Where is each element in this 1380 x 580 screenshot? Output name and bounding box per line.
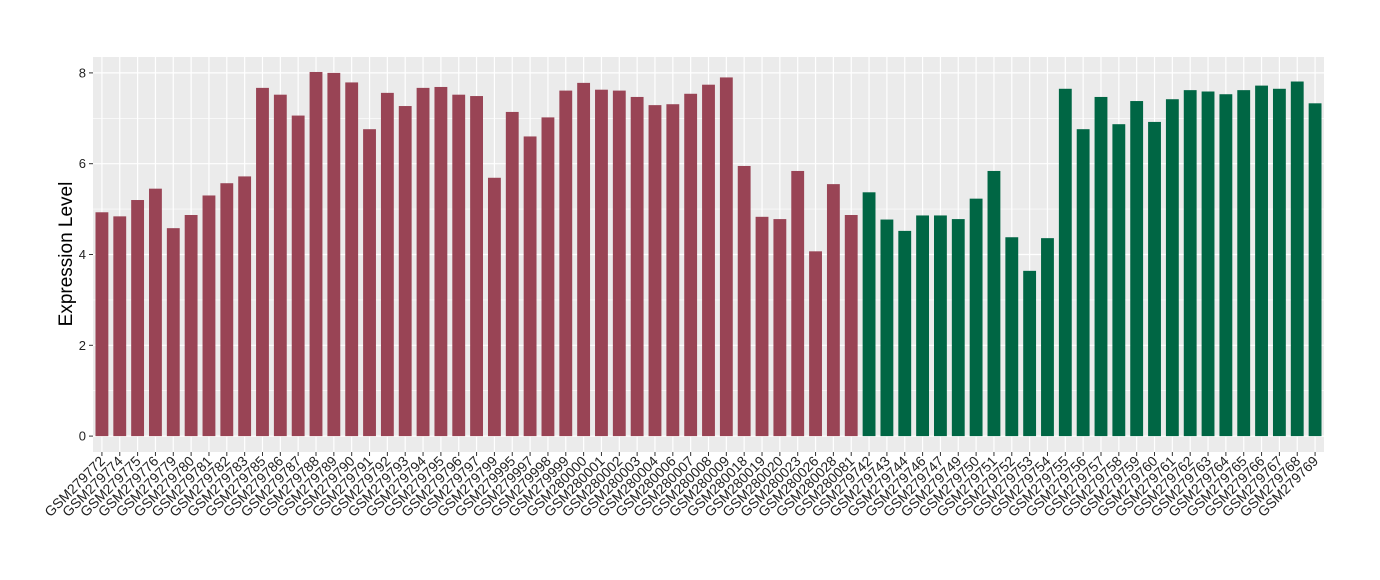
bar: [1219, 94, 1233, 437]
bar: [1130, 101, 1144, 437]
bar: [880, 219, 894, 437]
bar: [1165, 99, 1179, 437]
bar: [345, 82, 359, 437]
bar: [166, 228, 180, 437]
bar: [184, 215, 198, 437]
bar: [577, 82, 591, 437]
bar: [1058, 88, 1072, 437]
bar: [95, 212, 109, 437]
bar: [452, 94, 466, 437]
bar: [1094, 96, 1108, 437]
bar: [702, 84, 715, 437]
bar: [505, 111, 519, 437]
bar: [844, 215, 858, 437]
bar: [327, 72, 341, 437]
bar: [737, 165, 751, 437]
bar: [755, 216, 769, 437]
y-tick-label: 6: [79, 156, 86, 171]
bar: [380, 92, 394, 437]
bar: [648, 105, 662, 437]
y-axis: 0 2 4 6 8: [79, 65, 93, 444]
bar: [791, 170, 805, 437]
bar: [916, 215, 930, 437]
bar: [1255, 85, 1268, 437]
bar: [951, 219, 965, 437]
bar: [630, 96, 644, 437]
bar: [291, 115, 305, 437]
bar: [1183, 90, 1197, 437]
y-axis-title: Expression Level: [56, 182, 77, 327]
bar: [684, 93, 698, 437]
bar: [523, 136, 537, 437]
bar: [256, 87, 269, 437]
bar: [363, 129, 376, 437]
bar: [238, 176, 252, 437]
bar: [1112, 124, 1126, 437]
y-tick-label: 0: [79, 429, 86, 444]
bar: [1308, 103, 1322, 437]
bar: [1005, 237, 1019, 437]
bar: [470, 96, 483, 437]
bar: [541, 117, 555, 437]
bar: [398, 106, 412, 437]
bar: [131, 200, 145, 437]
bar: [1201, 91, 1215, 437]
bar: [595, 89, 608, 437]
bar: [149, 188, 162, 437]
bar: [273, 94, 287, 437]
bar: [1290, 81, 1304, 437]
bar: [1272, 88, 1286, 437]
bar: [934, 215, 947, 437]
y-tick-label: 2: [79, 338, 86, 353]
bar: [969, 198, 983, 437]
bar: [220, 183, 234, 437]
bar: [862, 192, 876, 437]
bar: [1041, 238, 1054, 437]
bar: [487, 177, 501, 437]
bar: [826, 184, 840, 437]
bar: [309, 71, 323, 437]
bar: [1023, 270, 1037, 437]
bar: [809, 251, 822, 437]
bar: [773, 219, 787, 437]
bar: [666, 104, 680, 437]
bar: [987, 170, 1001, 437]
bar: [1076, 129, 1090, 437]
x-axis: GSM279772GSM279774GSM279775GSM279776GSM2…: [41, 452, 1321, 520]
bar: [612, 90, 626, 437]
bar: [719, 77, 733, 437]
bars: [95, 71, 1322, 437]
bar: [416, 87, 430, 437]
bar: [1148, 121, 1161, 437]
bar: [202, 195, 216, 437]
bar: [434, 86, 448, 437]
bar: [113, 216, 127, 437]
y-tick-label: 8: [79, 65, 86, 80]
bar: [898, 230, 912, 437]
bar: [559, 90, 573, 437]
y-tick-label: 4: [79, 247, 86, 262]
bar: [1237, 90, 1251, 437]
